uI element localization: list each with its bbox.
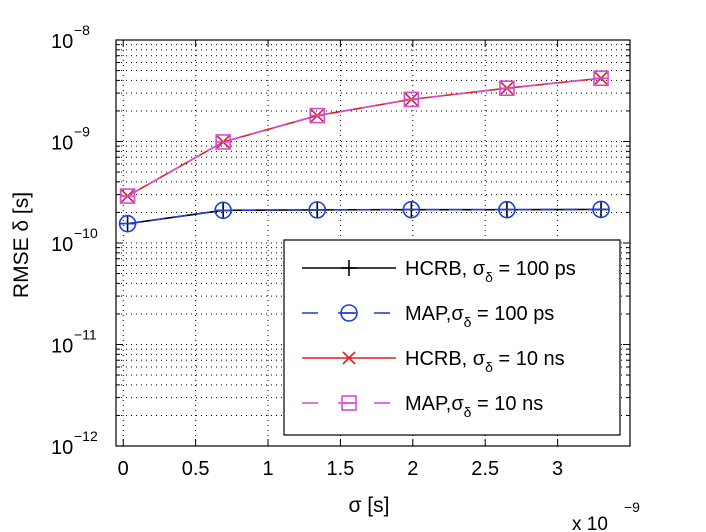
data-point <box>402 200 421 219</box>
y-tick-label-base: 10 <box>51 31 73 53</box>
x-tick-labels: 0 0.5 1 1.5 2 2.5 3 <box>118 458 563 480</box>
series-line <box>127 208 602 225</box>
y-tick-label-exponent: −8 <box>74 22 90 38</box>
x-scale-base: x 10 <box>572 514 608 532</box>
y-tick-label-exponent: −12 <box>74 428 98 444</box>
x-scale-multiplier: x 10 −9 <box>572 499 640 532</box>
data-point <box>309 107 326 124</box>
x-scale-exponent: −9 <box>624 499 640 515</box>
data-point <box>592 200 610 219</box>
series-line <box>127 77 602 197</box>
series-line <box>127 77 602 197</box>
legend-entry: MAP,σδ = 10 ns <box>302 393 543 420</box>
y-tick-label: 10−10 <box>51 225 98 256</box>
data-point <box>119 188 136 204</box>
y-tick-label-exponent: −10 <box>74 225 98 241</box>
y-tick-label-exponent: −9 <box>74 124 90 140</box>
y-tick-label-exponent: −11 <box>74 327 97 343</box>
series-2 <box>118 200 610 233</box>
data-point <box>308 201 327 219</box>
series-1 <box>119 201 610 232</box>
legend-label: HCRB, σδ = 10 ns <box>405 348 565 375</box>
x-tick-label: 2.5 <box>471 458 499 480</box>
legend-entry: HCRB, σδ = 100 ps <box>302 258 576 285</box>
legend-entry: MAP,σδ = 100 ps <box>302 303 554 330</box>
series-layer <box>118 70 610 233</box>
x-tick-label: 0 <box>118 458 129 480</box>
y-tick-label: 10−9 <box>51 124 90 155</box>
legend: HCRB, σδ = 100 ps MAP,σδ = 100 ps HCRB, σδ… <box>283 239 621 436</box>
data-point <box>403 91 420 108</box>
y-tick-label-base: 10 <box>51 336 73 358</box>
y-tick-label-base: 10 <box>51 133 73 155</box>
data-point <box>593 70 609 87</box>
legend-label: MAP,σδ = 100 ps <box>405 303 554 330</box>
y-tick-label: 10−11 <box>51 327 97 358</box>
legend-label: MAP,σδ = 10 ns <box>405 393 543 420</box>
data-point <box>499 80 515 97</box>
data-point <box>498 200 516 219</box>
data-point <box>214 201 232 220</box>
y-tick-label: 10−12 <box>51 428 98 459</box>
y-axis-label: RMSE δ [s] <box>10 192 33 298</box>
grid <box>116 39 630 447</box>
x-tick-label: 3 <box>552 458 563 480</box>
x-tick-label: 1 <box>262 458 273 480</box>
x-tick-label: 0.5 <box>182 458 210 480</box>
axis-ticks <box>116 39 630 447</box>
y-tick-label: 10−8 <box>51 22 90 53</box>
x-tick-label: 1.5 <box>327 458 355 480</box>
legend-label: HCRB, σδ = 100 ps <box>405 258 576 285</box>
y-tick-label-base: 10 <box>51 437 73 459</box>
series-3 <box>121 71 608 203</box>
x-marker <box>342 351 356 365</box>
series-line <box>127 208 602 225</box>
data-point <box>118 214 137 233</box>
legend-entry: HCRB, σδ = 10 ns <box>302 348 565 375</box>
data-point <box>215 134 231 150</box>
series-4 <box>119 70 609 204</box>
x-axis-label: σ [s] <box>349 494 390 517</box>
x-tick-label: 2 <box>407 458 418 480</box>
y-tick-label-base: 10 <box>51 234 73 256</box>
